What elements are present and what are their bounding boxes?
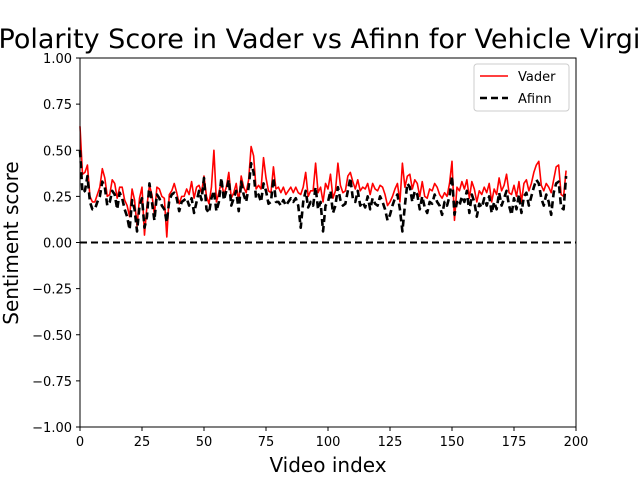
y-tick-label: −0.75	[32, 375, 72, 390]
y-tick-label: −0.25	[32, 283, 72, 298]
x-tick-label: 50	[196, 435, 213, 450]
y-tick-label: 0.75	[43, 98, 72, 113]
x-axis-ticks: 0 25 50 75 100 125 150 175 200	[76, 427, 589, 450]
y-tick-label: 0.50	[43, 144, 72, 159]
x-tick-label: 125	[378, 435, 403, 450]
y-tick-label: −1.00	[32, 421, 72, 436]
x-tick-label: 200	[564, 435, 589, 450]
x-tick-label: 25	[134, 435, 151, 450]
legend-label-afinn: Afinn	[518, 92, 552, 107]
y-tick-label: 0.25	[43, 190, 72, 205]
series-line-vader	[79, 126, 567, 238]
x-tick-label: 150	[440, 435, 465, 450]
chart-title: Polarity Score in Vader vs Afinn for Veh…	[0, 24, 640, 55]
legend: Vader Afinn	[473, 63, 570, 112]
y-tick-label: 1.00	[43, 52, 72, 67]
x-tick-label: 175	[502, 435, 527, 450]
x-tick-label: 0	[76, 435, 84, 450]
x-tick-label: 100	[316, 435, 341, 450]
legend-label-vader: Vader	[518, 70, 556, 85]
y-tick-label: 0.00	[43, 237, 72, 252]
x-tick-label: 75	[258, 435, 275, 450]
y-axis-ticks: 1.00 0.75 0.50 0.25 0.00 −0.25 −0.50 −0.75 −1.00	[32, 52, 80, 436]
x-axis-label: Video index	[269, 453, 386, 477]
y-axis-label: Sentiment score	[0, 161, 23, 324]
y-tick-label: −0.50	[32, 329, 72, 344]
series-line-afinn	[78, 150, 568, 233]
plot-area	[78, 126, 576, 244]
